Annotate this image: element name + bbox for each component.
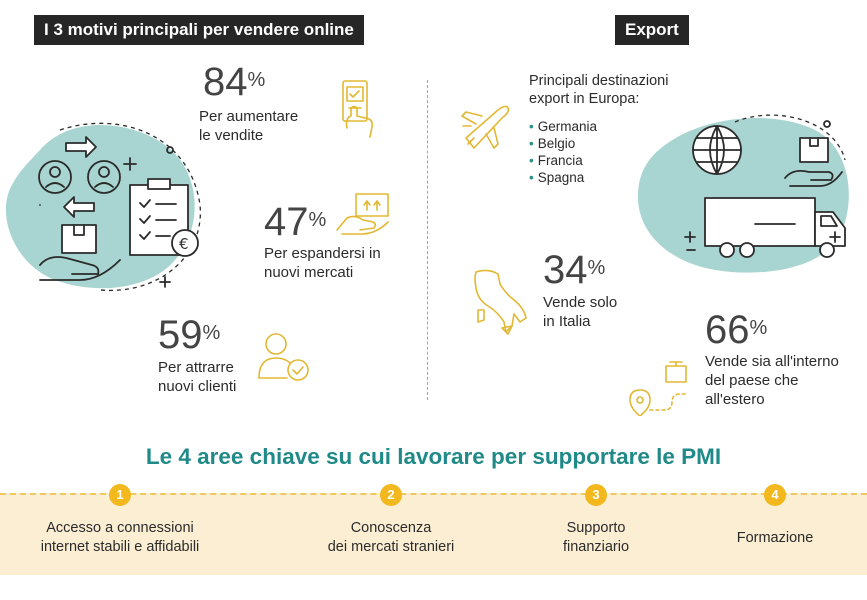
stat-label: Per espandersi in nuovi mercati bbox=[264, 245, 381, 281]
area-internet-access: Accesso a connessioni internet stabili e … bbox=[40, 520, 200, 555]
stat-value: 34% bbox=[543, 248, 606, 292]
svg-text:€: € bbox=[179, 235, 189, 253]
list-item: Belgio bbox=[529, 135, 597, 152]
stat-value: 47% bbox=[264, 200, 327, 244]
area-number-4: 4 bbox=[764, 484, 786, 506]
area-training: Formazione bbox=[736, 530, 814, 546]
ecommerce-illustration: € bbox=[5, 122, 201, 292]
stat-italy-only: 34% Vende solo in Italia bbox=[543, 250, 617, 331]
stat-value: 59% bbox=[158, 313, 221, 357]
export-truck-illustration bbox=[637, 114, 849, 273]
stat-value: 66% bbox=[705, 308, 768, 352]
area-number-3: 3 bbox=[585, 484, 607, 506]
box-hand-icon bbox=[336, 193, 389, 235]
destinations-list: Germania Belgio Francia Spagna bbox=[529, 118, 597, 186]
stat-value: 84% bbox=[203, 60, 266, 104]
key-areas-band bbox=[0, 493, 867, 575]
destinations-title: Principali destinazioni export in Europa: bbox=[529, 73, 669, 107]
stat-increase-sales: 84% Per aumentare le vendite bbox=[199, 60, 298, 145]
phone-hand-icon bbox=[342, 80, 373, 138]
key-areas-title: Le 4 aree chiave su cui lavorare per sup… bbox=[145, 444, 722, 469]
export-section-title: Export bbox=[615, 15, 689, 45]
list-item: Francia bbox=[529, 152, 597, 169]
stat-label: Vende sia all'interno del paese che all'es… bbox=[705, 353, 839, 408]
stat-italy-and-abroad: 66% Vende sia all'interno del paese che al… bbox=[705, 310, 839, 409]
area-number-2: 2 bbox=[380, 484, 402, 506]
stat-label: Per aumentare le vendite bbox=[199, 108, 299, 144]
stat-new-clients: 59% Per attrarre nuovi clienti bbox=[158, 315, 236, 396]
stat-label: Per attrarre nuovi clienti bbox=[158, 359, 237, 395]
route-pin-icon bbox=[629, 361, 687, 416]
user-check-icon bbox=[258, 333, 309, 381]
airplane-icon bbox=[461, 105, 510, 149]
section-divider bbox=[427, 80, 428, 400]
list-item: Spagna bbox=[529, 169, 597, 186]
area-number-1: 1 bbox=[109, 484, 131, 506]
italy-map-icon bbox=[474, 269, 527, 335]
stat-new-markets: 47% Per espandersi in nuovi mercati bbox=[264, 202, 381, 282]
area-foreign-markets: Conoscenza dei mercati stranieri bbox=[327, 520, 455, 555]
left-section-title: I 3 motivi principali per vendere online bbox=[34, 15, 364, 45]
area-financial-support: Supporto finanziario bbox=[562, 520, 630, 555]
stat-label: Vende solo in Italia bbox=[543, 294, 618, 330]
list-item: Germania bbox=[529, 118, 597, 135]
